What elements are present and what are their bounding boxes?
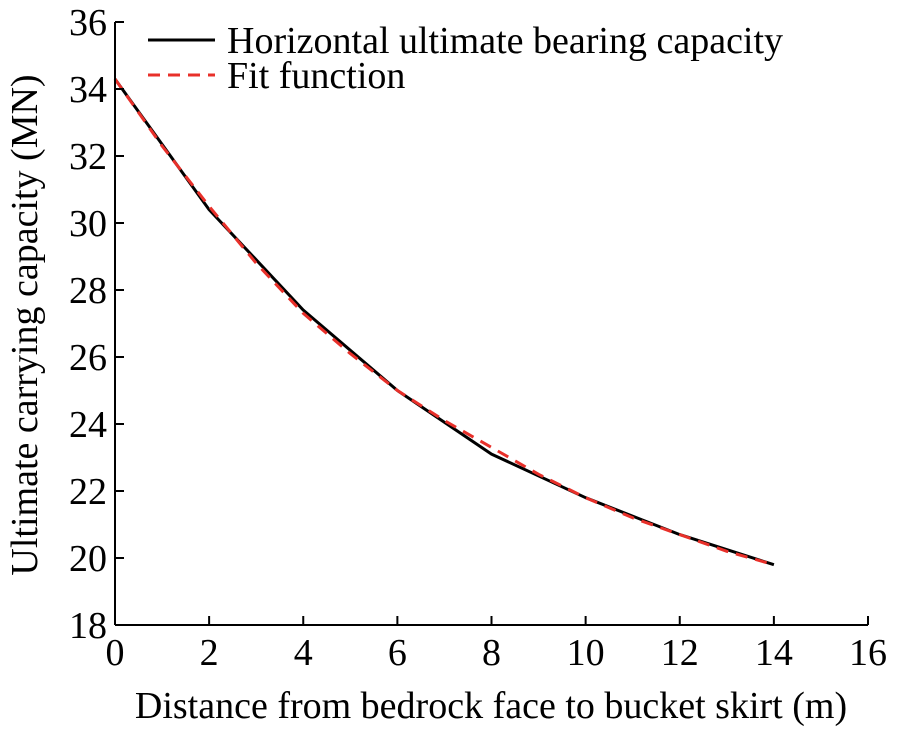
y-tick-label: 22 [69,471,107,513]
series-line-horizontal-capacity [113,78,775,567]
legend-label: Horizontal ultimate bearing capacity [227,20,783,62]
series-line-fit-function [113,78,775,567]
x-tick-label: 10 [567,632,605,674]
plot-lines [113,78,775,567]
y-tick-label: 26 [69,337,107,379]
y-axis-title: Ultimate carrying capacity (MN) [4,74,46,575]
x-tick-label: 4 [294,632,313,674]
legend: Horizontal ultimate bearing capacityFit … [148,20,783,97]
y-tick-label: 20 [69,538,107,580]
y-tick-label: 18 [69,605,107,647]
x-axis-title: Distance from bedrock face to bucket ski… [135,685,847,727]
y-tick-label: 32 [69,136,107,178]
y-tick-label: 36 [69,2,107,44]
y-tick-label: 34 [69,69,107,111]
x-tick-label: 6 [388,632,407,674]
y-tick-label: 28 [69,270,107,312]
x-tick-label: 0 [106,632,125,674]
x-tick-label: 8 [482,632,501,674]
legend-label: Fit function [227,55,405,97]
x-tick-label: 2 [200,632,219,674]
x-tick-label: 16 [849,632,887,674]
x-tick-label: 14 [755,632,793,674]
y-tick-label: 30 [69,203,107,245]
y-tick-label: 24 [69,404,107,446]
x-tick-label: 12 [661,632,699,674]
axes [114,22,868,626]
